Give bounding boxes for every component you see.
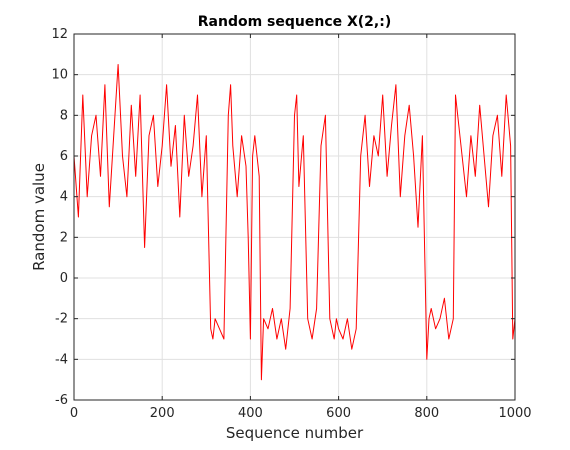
- axes-box: [73, 33, 516, 401]
- x-tick-label: 0: [70, 406, 78, 421]
- x-tick-label: 800: [414, 406, 439, 421]
- x-axis-label: Sequence number: [226, 424, 364, 442]
- y-tick-label: 2: [60, 230, 68, 245]
- ticks: 0 200 400 600 800 1000 -6 -4 -2 0 2 4 6 8 10 12: [51, 27, 531, 421]
- x-tick-label: 200: [150, 406, 175, 421]
- x-tick-label: 400: [238, 406, 263, 421]
- y-tick-label: -6: [55, 393, 68, 408]
- y-tick-label: -4: [55, 352, 68, 367]
- y-tick-label: -2: [55, 312, 68, 327]
- y-tick-label: 8: [60, 108, 68, 123]
- x-tick-label: 1000: [498, 406, 531, 421]
- x-tick-label: 600: [326, 406, 351, 421]
- y-tick-label: 0: [60, 271, 68, 286]
- plot-area: [74, 34, 515, 400]
- data-series-line: [73, 64, 516, 381]
- y-tick-label: 6: [60, 149, 68, 164]
- chart-title: Random sequence X(2,:): [198, 14, 392, 30]
- y-tick-label: 10: [51, 68, 68, 83]
- y-tick-label: 12: [51, 27, 68, 42]
- data-series-group: [73, 64, 516, 381]
- y-tick-label: 4: [60, 190, 68, 205]
- y-axis-label: Random value: [30, 163, 48, 271]
